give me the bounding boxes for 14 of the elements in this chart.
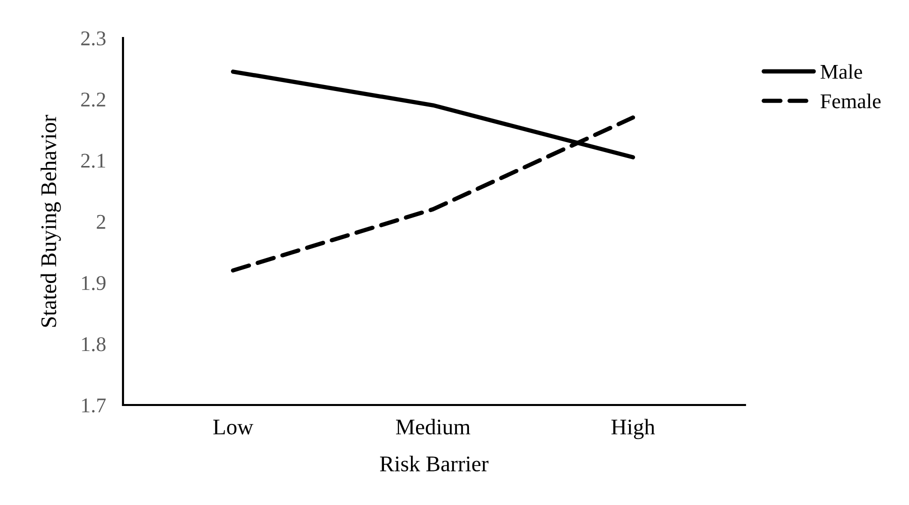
legend-label: Male — [820, 64, 862, 79]
x-axis-title: Risk Barrier — [380, 456, 488, 472]
x-tick-label: High — [611, 418, 655, 440]
y-tick-label: 2.3 — [81, 31, 106, 46]
x-tick-label: Low — [213, 420, 254, 435]
y-tick-label: 2 — [96, 214, 106, 229]
y-tick-label: 2.2 — [81, 92, 106, 107]
y-tick-label: 1.9 — [82, 276, 106, 290]
y-tick-label: 1.7 — [82, 398, 106, 413]
x-tick-label: Medium — [396, 418, 470, 435]
y-tick-label: 1.8 — [82, 337, 106, 352]
y-tick-label: 2.1 — [81, 154, 106, 168]
legend-label: Female — [820, 94, 881, 108]
y-axis-title: Stated Buying Behavior — [40, 114, 61, 327]
